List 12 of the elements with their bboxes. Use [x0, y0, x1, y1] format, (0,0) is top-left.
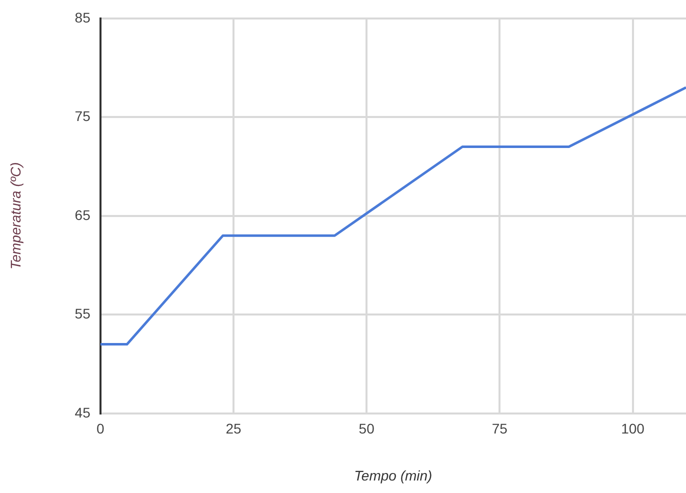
- y-axis-title: Temperatura (ºC): [7, 162, 24, 270]
- y-tick-label: 45: [74, 404, 91, 420]
- x-tick-label: 50: [358, 420, 375, 437]
- x-tick-label: 100: [621, 420, 645, 437]
- x-tick-label: 75: [492, 420, 508, 437]
- x-axis-title: Tempo (min): [354, 467, 432, 484]
- x-tick-label: 25: [226, 420, 242, 437]
- y-tick-label: 65: [74, 206, 91, 223]
- y-tick-label: 55: [74, 306, 91, 322]
- x-tick-label: 0: [96, 420, 104, 437]
- y-tick-label: 75: [74, 108, 91, 124]
- y-tick-label: 85: [74, 9, 91, 26]
